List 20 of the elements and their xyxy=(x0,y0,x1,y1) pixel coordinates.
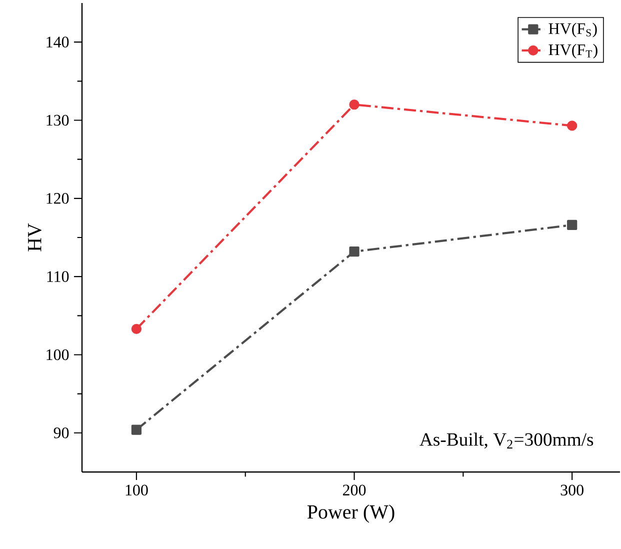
point xyxy=(131,424,142,435)
x-axis-title: Power (W) xyxy=(307,504,394,523)
point xyxy=(349,246,360,257)
x-tick-label: 200 xyxy=(342,484,366,496)
point xyxy=(349,100,360,110)
y-tick-label: 120 xyxy=(46,193,69,204)
y-tick-label: 90 xyxy=(54,428,69,438)
y-tick-label: 100 xyxy=(46,349,69,360)
x-tick-label: 300 xyxy=(560,484,584,496)
y-tick-label: 110 xyxy=(47,271,69,282)
point xyxy=(567,220,578,230)
point xyxy=(567,120,578,131)
y-axis-title: HV xyxy=(28,223,42,252)
x-tick-label: 100 xyxy=(126,484,148,496)
y-tick-label: 130 xyxy=(46,114,69,126)
point xyxy=(131,324,142,334)
legend-label: HV(F$_{T}$) xyxy=(548,44,598,58)
annotation: As-Built, V$_{2}$=300mm/s xyxy=(420,432,594,449)
y-tick-label: 140 xyxy=(46,36,69,48)
legend-label: HV(F$_{S}$) xyxy=(548,22,597,38)
